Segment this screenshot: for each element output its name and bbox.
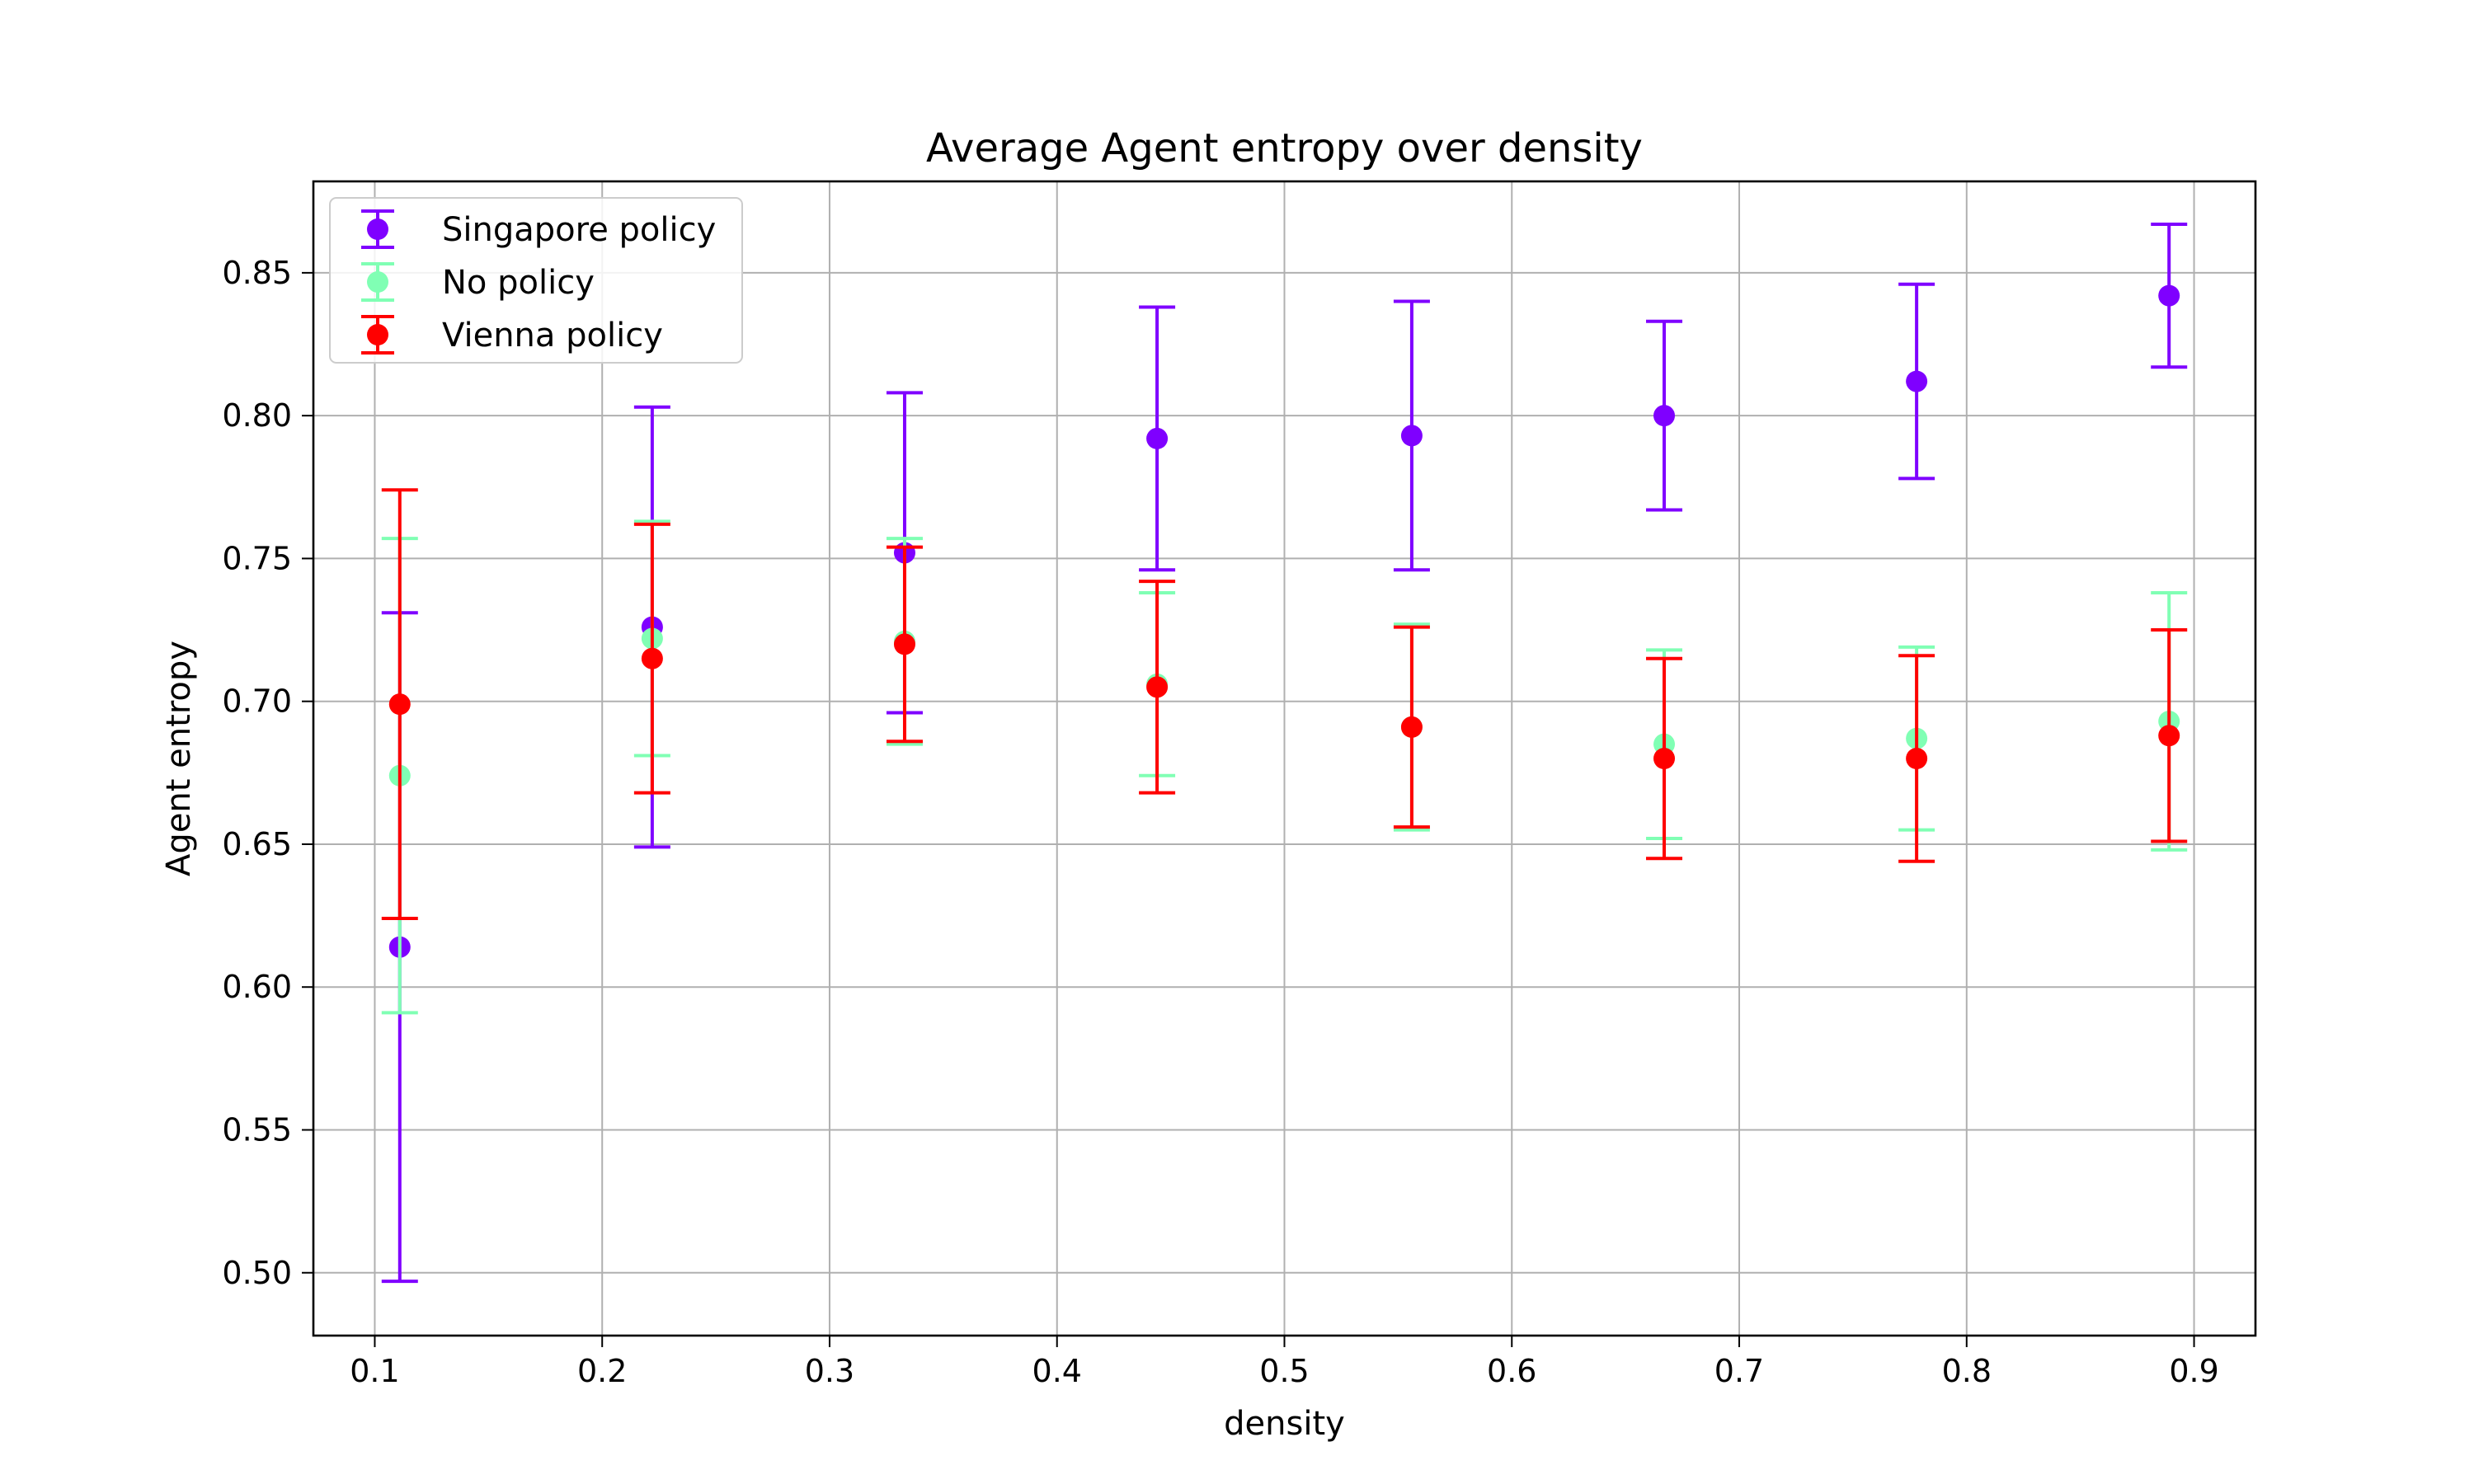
legend-label: No policy [442,264,595,302]
y-tick-label: 0.75 [222,540,292,576]
data-point [1906,748,1928,769]
x-tick-label: 0.6 [1487,1353,1536,1389]
legend-marker [367,218,388,240]
x-tick-label: 0.5 [1259,1353,1309,1389]
legend-item: Vienna policy [361,315,663,355]
legend-item: Singapore policy [361,209,716,249]
y-tick-label: 0.85 [222,255,292,291]
data-point [1400,425,1423,447]
legend-label: Vienna policy [442,317,663,355]
y-tick-label: 0.65 [222,826,292,862]
legend-item: No policy [361,262,595,302]
x-axis-label: density [1224,1405,1345,1443]
data-point [1906,370,1928,392]
data-point [1146,676,1169,698]
x-tick-label: 0.3 [805,1353,854,1389]
y-tick-label: 0.50 [222,1255,292,1291]
x-tick-label: 0.2 [577,1353,627,1389]
y-tick-label: 0.80 [222,397,292,434]
legend-marker [367,271,388,293]
legend-box [329,197,743,364]
grid [313,181,2255,1336]
y-tick-label: 0.60 [222,969,292,1005]
x-tick-label: 0.8 [1942,1353,1992,1389]
data-point [1653,748,1676,769]
legend-label: Singapore policy [442,211,716,249]
data-point [1400,716,1423,738]
x-tick-label: 0.9 [2169,1353,2218,1389]
legend: Singapore policy No policy Vienna policy [329,197,743,364]
data-point [2158,284,2180,307]
y-tick-label: 0.70 [222,683,292,720]
y-axis-label: Agent entropy [160,641,198,876]
data-point [1653,405,1676,427]
x-tick-label: 0.1 [350,1353,399,1389]
data-point [388,693,411,716]
legend-marker [367,324,388,345]
series-vienna-policy [381,488,2188,921]
data-point [2158,725,2180,747]
x-tick-label: 0.4 [1032,1353,1082,1389]
axis-ticks: 0.1 0.2 0.3 0.4 0.5 0.6 0.7 0.8 0.9 0.50 0.55 0.60 0… [222,255,2218,1389]
x-tick-label: 0.7 [1714,1353,1764,1389]
data-point [641,647,663,669]
chart-title: Average Agent entropy over density [926,125,1643,171]
plot-area [381,222,2188,1284]
data-point [1146,427,1169,449]
y-tick-label: 0.55 [222,1111,292,1148]
data-point [893,633,915,655]
